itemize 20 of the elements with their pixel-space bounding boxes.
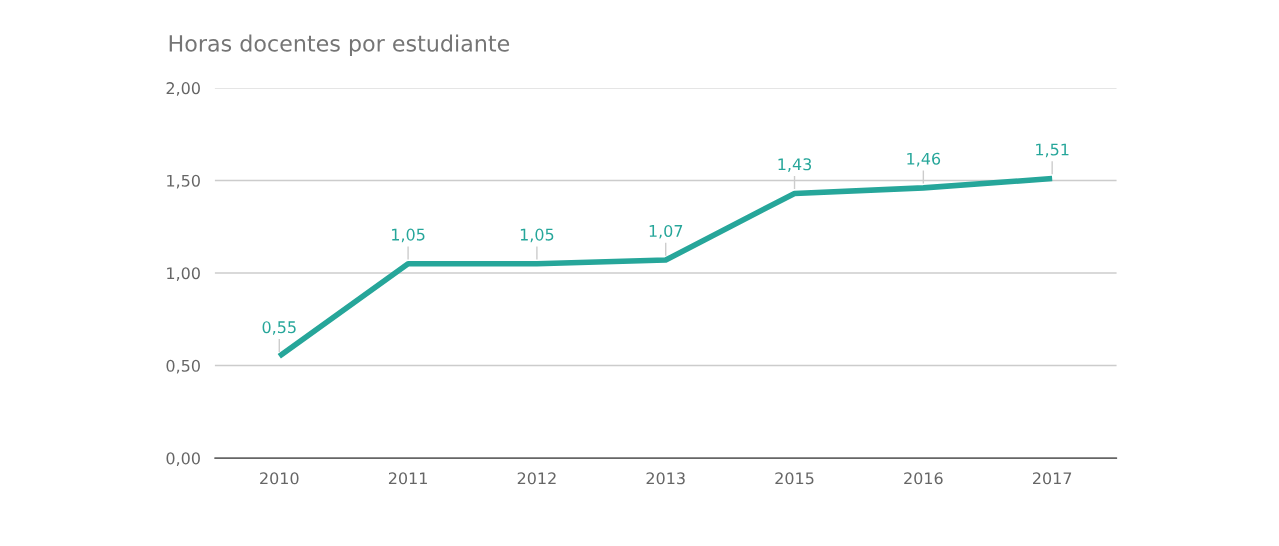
- x-tick-label: 2013: [646, 472, 685, 485]
- x-tick-label: 2010: [260, 472, 299, 485]
- y-tick-label: 0,00: [166, 452, 200, 467]
- x-tick-label: 2012: [517, 472, 556, 485]
- data-label: 1,51: [1036, 143, 1069, 158]
- y-tick-label: 1,00: [167, 267, 200, 281]
- data-label: 1,05: [392, 228, 425, 243]
- y-tick-label: 1,50: [167, 174, 200, 189]
- data-label: 1,05: [520, 228, 554, 243]
- data-label: 1,43: [778, 158, 812, 172]
- x-tick-label: 2016: [904, 472, 943, 485]
- chart-title: Horas docentes por estudiante: [169, 34, 510, 57]
- x-tick-label: 2015: [775, 472, 814, 485]
- x-tick-label: 2017: [1033, 472, 1072, 485]
- data-label: 1,07: [649, 224, 683, 239]
- y-tick-label: 2,00: [166, 82, 200, 96]
- data-label: 1,46: [907, 152, 941, 167]
- x-tick-label: 2011: [388, 472, 427, 485]
- data-label: 0,55: [262, 321, 296, 335]
- y-tick-label: 0,50: [166, 359, 200, 374]
